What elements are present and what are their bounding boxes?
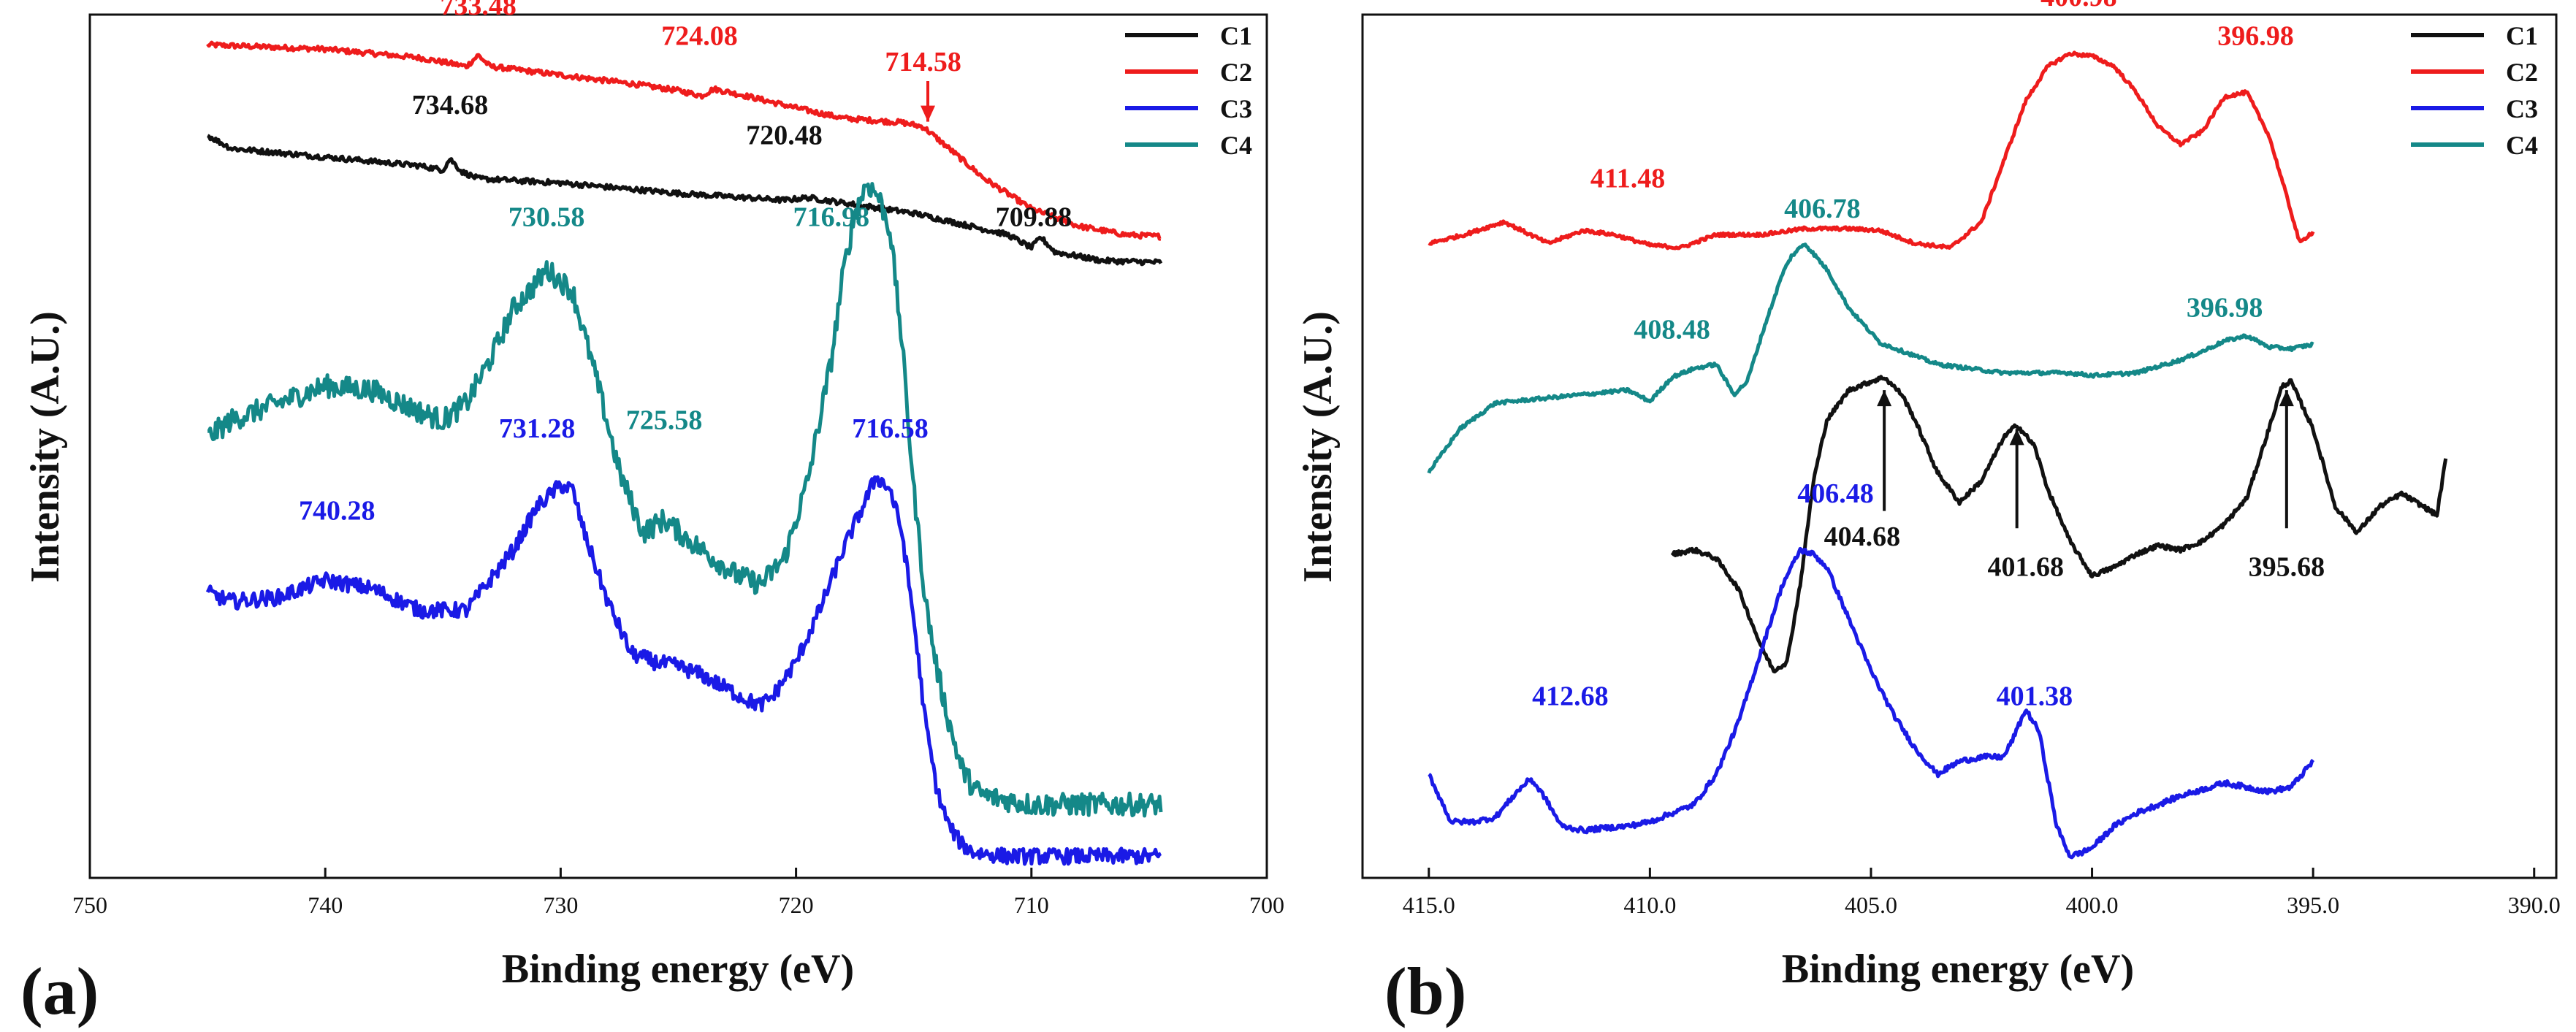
peak-label: 714.58	[885, 47, 961, 77]
legend-label-c3: C3	[2506, 94, 2538, 123]
peak-label: 731.28	[499, 413, 576, 444]
y-axis-title-a: Intensity (A.U.)	[23, 311, 68, 583]
legend-b: C1 C2 C3 C4	[2411, 21, 2538, 160]
peak-label: 400.98	[2040, 0, 2117, 12]
series-line-c4	[1427, 242, 2314, 474]
annotations-a: 733.48 724.08 714.58 734.68 720.48 709.88 730.…	[299, 0, 1072, 526]
peak-arrow-head	[921, 105, 936, 122]
peak-label: 709.88	[996, 202, 1072, 233]
panel-b: 415.0 410.0 405.0 400.0 395.0 390.0 400.98 396…	[1295, 0, 2561, 1028]
peak-label: 395.68	[2249, 551, 2325, 582]
x-ticks-b: 415.0 410.0 405.0 400.0 395.0 390.0	[1403, 868, 2561, 918]
x-tick-label: 395.0	[2287, 892, 2339, 918]
x-tick-label: 700	[1249, 892, 1284, 918]
peak-label: 411.48	[1590, 163, 1665, 194]
peak-label: 404.68	[1824, 521, 1901, 552]
legend-label-c2: C2	[1220, 58, 1252, 87]
legend-a: C1 C2 C3 C4	[1125, 21, 1252, 160]
peak-label: 401.68	[1988, 551, 2065, 582]
peak-label: 406.48	[1797, 478, 1874, 509]
series-line-c2	[206, 40, 1162, 241]
legend-label-c4: C4	[1220, 131, 1252, 160]
peak-label: 725.58	[626, 405, 703, 435]
x-tick-label: 730	[543, 892, 578, 918]
peak-label: 724.08	[661, 20, 738, 51]
peak-label: 720.48	[746, 120, 823, 150]
legend-label-c1: C1	[1220, 21, 1252, 50]
y-axis-title-b: Intensity (A.U.)	[1295, 311, 1341, 583]
panel-label-b: (b)	[1384, 954, 1466, 1028]
x-ticks-a: 750 740 730 720 710 700	[72, 868, 1284, 918]
series-a	[205, 40, 1163, 866]
x-tick-label: 390.0	[2508, 892, 2561, 918]
peak-arrow-head	[2009, 429, 2024, 446]
peak-label: 401.38	[1997, 681, 2073, 712]
series-line-c1	[207, 134, 1163, 267]
peak-label: 396.98	[2217, 20, 2294, 51]
x-tick-label: 710	[1014, 892, 1049, 918]
series-line-c1	[1670, 375, 2448, 674]
peak-label: 716.98	[793, 202, 870, 233]
x-tick-label: 410.0	[1623, 892, 1676, 918]
x-tick-label: 720	[779, 892, 814, 918]
peak-label: 396.98	[2187, 293, 2263, 324]
peak-label: 406.78	[1784, 194, 1861, 224]
plot-frame-b	[1361, 13, 2558, 879]
peak-label: 716.58	[852, 413, 929, 444]
x-axis-title-a: Binding energy (eV)	[502, 947, 854, 992]
x-tick-label: 740	[308, 892, 343, 918]
x-tick-label: 415.0	[1403, 892, 1455, 918]
peak-label: 730.58	[508, 202, 585, 233]
series-line-c2	[1428, 50, 2315, 251]
plot-frame-a	[88, 13, 1268, 879]
peak-arrow-head	[1877, 390, 1892, 407]
peak-label: 733.48	[440, 0, 517, 21]
peak-arrow-head	[2279, 390, 2294, 407]
legend-label-c3: C3	[1220, 94, 1252, 123]
annotations-b: 400.98 396.98 411.48 406.78 408.48 396.98 404.…	[1532, 0, 2325, 712]
legend-label-c1: C1	[2506, 21, 2538, 50]
peak-label: 734.68	[412, 90, 489, 121]
legend-label-c2: C2	[2506, 58, 2538, 87]
x-tick-label: 400.0	[2066, 892, 2119, 918]
legend-label-c4: C4	[2506, 131, 2538, 160]
panel-a: 750 740 730 720 710 700 733.48 724.08 714.58 734…	[20, 0, 1284, 1028]
peak-label: 408.48	[1634, 314, 1710, 345]
x-tick-label: 405.0	[1845, 892, 1897, 918]
x-axis-title-b: Binding energy (eV)	[1782, 947, 2134, 992]
panel-label-a: (a)	[20, 954, 99, 1028]
x-tick-label: 750	[72, 892, 107, 918]
series-line-c3	[1428, 546, 2315, 860]
series-b	[1427, 50, 2448, 860]
series-line-c4	[207, 182, 1163, 818]
series-line-c3	[205, 475, 1162, 866]
peak-label: 740.28	[299, 495, 376, 526]
peak-label: 412.68	[1532, 681, 1609, 712]
